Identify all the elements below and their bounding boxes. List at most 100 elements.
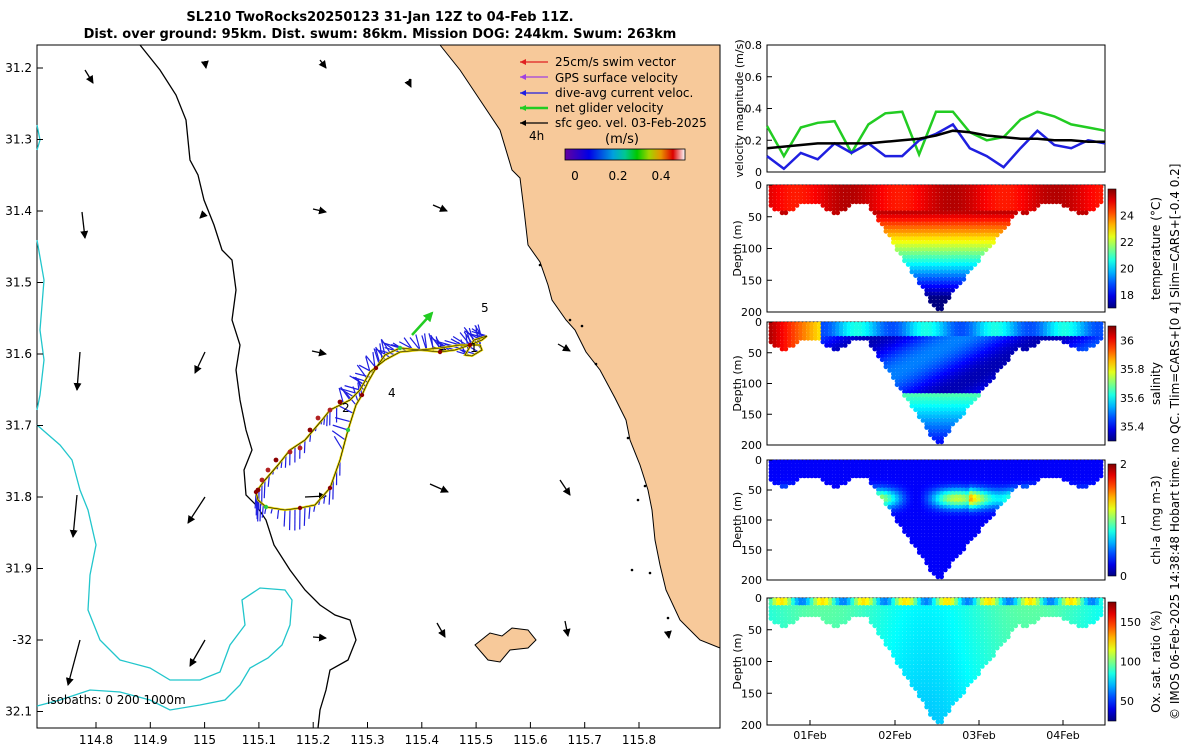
section-sample (987, 346, 993, 352)
section-sample (1087, 332, 1093, 338)
section-sample (942, 243, 948, 249)
section-sample (894, 232, 900, 238)
section-sample (961, 638, 967, 643)
section-sample (957, 543, 963, 548)
section-sample (942, 645, 948, 651)
section-sample (1076, 605, 1082, 610)
section-sample (942, 612, 948, 618)
section-sample (920, 188, 926, 194)
section-sample (879, 339, 885, 345)
section-sample (898, 616, 904, 621)
section-sample (942, 712, 948, 717)
section-sample (991, 199, 996, 205)
section-sample (898, 357, 904, 363)
section-sample (954, 276, 959, 282)
section-sample (1039, 470, 1045, 475)
section-sample (913, 407, 918, 413)
section-sample (916, 522, 922, 527)
section-sample (898, 236, 904, 242)
section-sample (802, 459, 807, 465)
section-sample (1094, 616, 1100, 621)
section-sample (957, 497, 963, 503)
section-sample (876, 601, 881, 607)
section-sample (802, 184, 807, 190)
section-sample (913, 508, 918, 514)
section-sample (872, 188, 878, 194)
section-sample (861, 473, 867, 479)
section-sample (946, 664, 952, 669)
section-sample (861, 184, 867, 190)
section-sample (950, 258, 956, 264)
section-sample (1091, 466, 1096, 472)
section-sample (961, 518, 967, 524)
section-sample (887, 325, 893, 330)
section-sample (1080, 463, 1085, 468)
section-sample (772, 616, 778, 621)
section-sample (916, 375, 922, 380)
section-sample (916, 280, 922, 286)
section-sample (987, 339, 993, 345)
section-sample (968, 536, 974, 541)
section-sample (909, 357, 915, 363)
section-sample (1046, 463, 1052, 468)
section-sample (924, 350, 930, 355)
section-sample (768, 325, 774, 330)
section-sample (987, 184, 993, 190)
section-sample (790, 203, 796, 208)
track-dot (315, 415, 321, 421)
section-sample (1094, 192, 1100, 197)
section-sample (961, 470, 967, 475)
section-sample (1094, 184, 1100, 190)
section-sample (809, 601, 815, 607)
section-sample (942, 228, 948, 234)
section-sample (783, 332, 789, 338)
section-sample (942, 470, 948, 475)
section-sample (961, 649, 967, 655)
section-sample (961, 240, 967, 245)
section-sample (1009, 605, 1015, 610)
section-sample (957, 649, 963, 655)
section-sample (976, 497, 981, 503)
section-sample (902, 236, 907, 242)
section-sample (939, 378, 944, 384)
section-sample (1072, 459, 1078, 465)
section-sample (1005, 634, 1011, 640)
section-sample (827, 605, 833, 610)
legend-item-3: net glider velocity (555, 101, 663, 115)
section-sample (894, 605, 900, 610)
section-sample (913, 608, 918, 614)
section-sample (946, 269, 952, 275)
section-sample (891, 350, 896, 355)
section-sample (857, 463, 863, 468)
section-sample (902, 321, 907, 327)
section-sample (961, 682, 967, 688)
section-sample (916, 350, 922, 355)
section-sample (994, 184, 1000, 190)
section-sample (946, 539, 952, 545)
section-sample (972, 529, 978, 534)
section-sample (916, 357, 922, 363)
section-sample (931, 299, 937, 304)
section-sample (939, 428, 944, 434)
section-sample (954, 501, 959, 507)
section-sample (931, 484, 937, 489)
section-sample (991, 504, 996, 510)
section-sample (1046, 325, 1052, 330)
section-sample (965, 247, 970, 253)
section-sample (1013, 195, 1019, 201)
section-sample (950, 375, 956, 380)
section-sample (991, 184, 996, 190)
section-sample (1083, 199, 1089, 205)
section-sample (809, 605, 815, 610)
section-sample (939, 251, 944, 256)
section-sample (1002, 206, 1007, 212)
section-sample (942, 371, 948, 377)
section-sample (913, 522, 918, 527)
section-sample (1005, 195, 1011, 201)
section-sample (928, 463, 933, 468)
section-sample (942, 536, 948, 541)
section-sample (961, 400, 967, 405)
section-sample (931, 649, 937, 655)
section-sample (935, 221, 941, 227)
section-sample (787, 605, 792, 610)
